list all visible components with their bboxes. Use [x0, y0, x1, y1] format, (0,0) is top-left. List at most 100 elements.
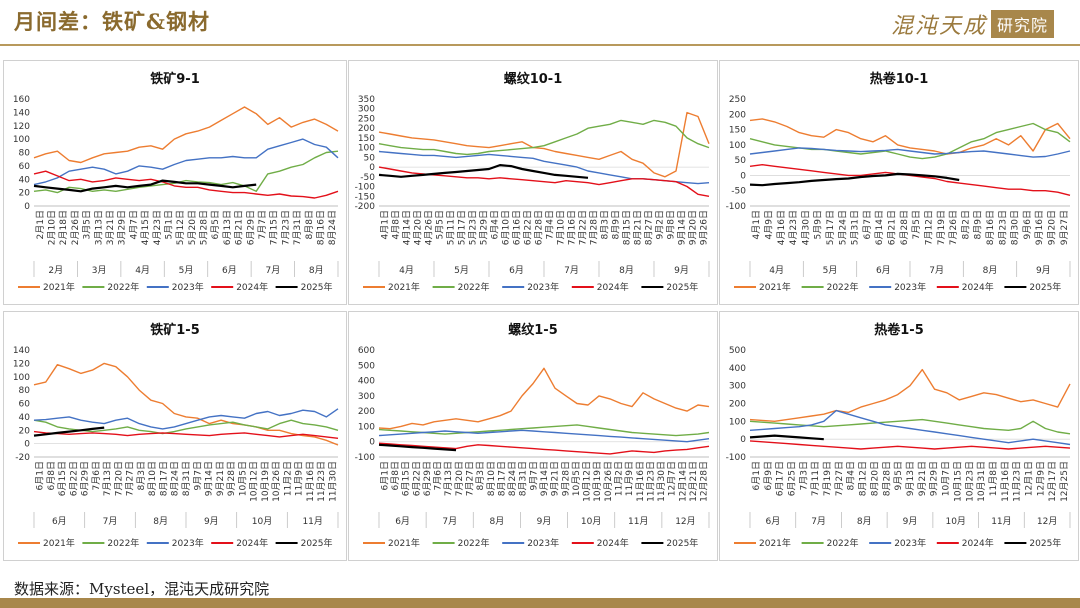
x-date-label: 12月21日: [688, 461, 699, 502]
x-date-label: 12月17日: [1047, 461, 1058, 502]
chart-panel-hrc-1-5: 热卷1-5 -100 0 100 200 300 400 500 6月1日 6月9日 6月17日 6月…: [719, 311, 1079, 561]
legend-label-2022年: 2022年: [458, 537, 490, 549]
y-tick-label: 300: [358, 105, 375, 115]
x-month-label: 6月: [876, 265, 891, 276]
y-tick-label: -200: [355, 202, 376, 212]
x-date-label: 7月19日: [936, 210, 947, 245]
x-month-label: 7月: [103, 516, 118, 527]
x-date-label: 9月26日: [699, 210, 710, 245]
x-date-label: 3月29日: [117, 210, 128, 245]
chart-panel-rebar-1-5: 螺纹1-5 -100 0 100 200 300 400 500 600 6月1日 6月8日 6月15…: [348, 311, 718, 561]
x-month-label: 9月: [903, 516, 918, 527]
legend-label-2023年: 2023年: [894, 537, 926, 549]
x-month-label: 5月: [823, 265, 838, 276]
x-date-label: 8月27日: [644, 210, 655, 245]
x-date-label: 8月24日: [327, 210, 338, 245]
x-date-label: 8月21日: [633, 210, 644, 245]
legend-label-2022年: 2022年: [827, 537, 859, 549]
y-tick-label: 500: [729, 346, 746, 356]
x-date-label: 9月29日: [929, 461, 940, 496]
x-date-label: 8月3日: [475, 461, 486, 490]
x-date-label: 5月29日: [479, 210, 490, 245]
x-date-label: 12月1日: [1024, 461, 1035, 496]
x-date-label: 10月5日: [237, 461, 248, 496]
x-date-label: 7月27日: [125, 461, 136, 496]
x-date-label: 5月9日: [813, 210, 824, 239]
x-month-label: 4月: [399, 265, 414, 276]
x-date-label: 11月9日: [294, 461, 305, 496]
x-date-label: 8月16日: [985, 210, 996, 245]
series-line-2021年: [749, 368, 1071, 422]
legend-label-2023年: 2023年: [527, 281, 559, 293]
x-date-label: 8月24日: [507, 461, 518, 496]
x-date-label: 6月5日: [210, 210, 221, 239]
x-month-label: 2月: [48, 265, 63, 276]
y-tick-label: 200: [358, 124, 375, 134]
x-date-label: 6月25日: [786, 461, 797, 496]
y-tick-label: 40: [19, 413, 31, 423]
legend-label-2021年: 2021年: [759, 537, 791, 549]
data-source-note: 数据来源：Mysteel，混沌天成研究院: [14, 580, 270, 598]
x-date-label: 11月16日: [1000, 461, 1011, 502]
y-tick-label: 400: [729, 364, 746, 374]
x-date-label: 7月4日: [545, 210, 556, 239]
y-tick-label: -50: [360, 173, 375, 183]
x-date-label: 11月30日: [327, 461, 338, 502]
brand-logo: 混沌天成 研究院: [891, 8, 1054, 40]
series-line-2024年: [749, 440, 1071, 450]
series-line-2022年: [33, 419, 339, 435]
legend-label-2021年: 2021年: [43, 281, 75, 293]
x-month-label: 6月: [222, 265, 237, 276]
x-date-label: 6月14日: [874, 210, 885, 245]
x-date-label: 4月15日: [140, 210, 151, 245]
x-date-label: 12月7日: [667, 461, 678, 496]
y-tick-label: 250: [729, 95, 746, 105]
legend-label-2021年: 2021年: [759, 281, 791, 293]
x-month-label: 8月: [153, 516, 168, 527]
chart-title: 螺纹10-1: [504, 71, 563, 87]
y-tick-label: 100: [729, 141, 746, 151]
y-tick-label: 200: [729, 400, 746, 410]
chart-panel-rebar-10-1: 螺纹10-1 -200 -150 -100 -50 0 50 100 150 200 250 300 3…: [348, 60, 718, 305]
y-tick-label: -100: [726, 453, 747, 463]
x-month-label: 4月: [135, 265, 150, 276]
x-date-label: 8月9日: [973, 210, 984, 239]
x-date-label: 4月1日: [380, 210, 391, 239]
x-date-label: 5月17日: [825, 210, 836, 245]
y-tick-label: 600: [358, 346, 375, 356]
x-month-label: 5月: [179, 265, 194, 276]
x-date-label: 9月28日: [560, 461, 571, 496]
x-date-label: 8月20日: [869, 461, 880, 496]
x-date-label: 7月27日: [834, 461, 845, 496]
x-month-label: 7月: [811, 516, 826, 527]
x-month-label: 8月: [309, 265, 324, 276]
x-date-label: 10月12日: [249, 461, 260, 502]
legend-label-2024年: 2024年: [962, 537, 994, 549]
x-date-label: 5月11日: [446, 210, 457, 245]
series-line-2022年: [749, 122, 1071, 160]
y-tick-label: -150: [355, 192, 376, 202]
x-date-label: 7月13日: [102, 461, 113, 496]
y-tick-label: -20: [15, 453, 30, 463]
x-date-label: 4月26日: [424, 210, 435, 245]
chart-panel-iron-ore-9-1: 铁矿9-1 0 20 40 60 80 100 120 140 160 2月1日 2月10日 2月18日…: [3, 60, 347, 305]
x-date-label: 9月13日: [905, 461, 916, 496]
legend-label-2022年: 2022年: [107, 281, 139, 293]
series-line-2024年: [749, 164, 1071, 196]
y-tick-label: 100: [729, 417, 746, 427]
x-date-label: 7月6日: [433, 461, 444, 490]
x-month-label: 7月: [442, 516, 457, 527]
chart-panel-hrc-10-1: 热卷10-1 -100 -50 0 50 100 150 200 250 4月1日 4月9日 4月16…: [719, 60, 1079, 305]
x-date-label: 5月23日: [468, 210, 479, 245]
x-date-label: 9月28日: [226, 461, 237, 496]
x-date-label: 6月8日: [390, 461, 401, 490]
x-month-label: 11月: [628, 516, 648, 527]
y-tick-label: 120: [13, 122, 30, 132]
y-tick-label: 100: [358, 422, 375, 432]
chart-svg: 螺纹10-1 -200-150-100-500501001502002503003…: [355, 71, 710, 293]
series-line-2025年: [33, 179, 257, 193]
legend-label-2021年: 2021年: [388, 281, 420, 293]
header-divider: [0, 44, 1080, 46]
x-date-label: 4月23日: [788, 210, 799, 245]
x-date-label: 11月16日: [305, 461, 316, 502]
